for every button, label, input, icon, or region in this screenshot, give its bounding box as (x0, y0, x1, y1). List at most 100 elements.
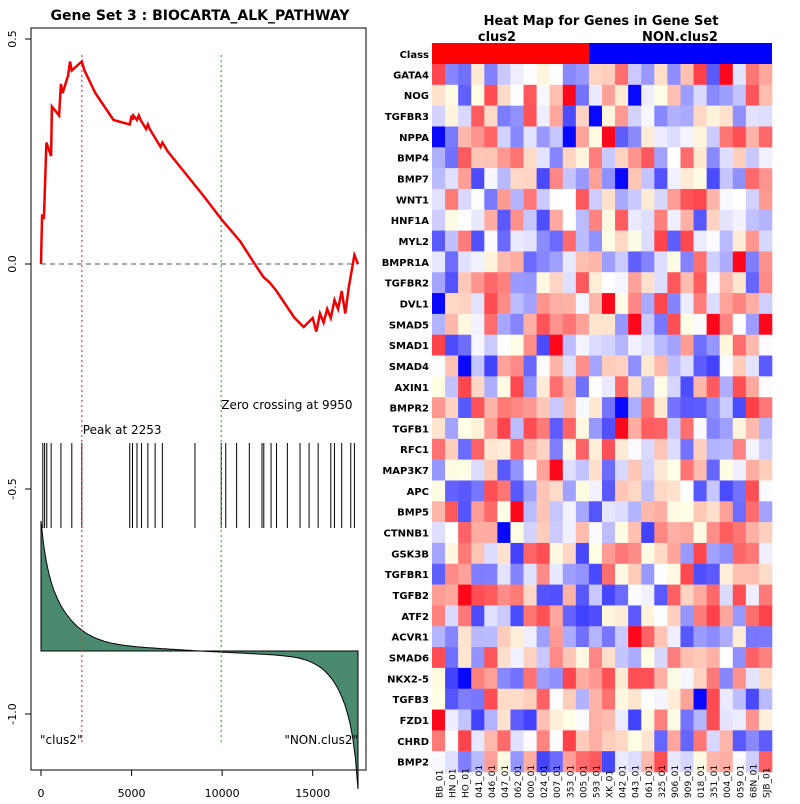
gene-label: RFC1 (400, 445, 429, 456)
heatmap-cell (641, 251, 655, 273)
heatmap-cell (445, 584, 459, 606)
heatmap-cell (575, 272, 590, 294)
sample-label: 061_01 (645, 765, 655, 798)
heatmap-cell (523, 397, 537, 419)
heatmap-cell (471, 355, 485, 377)
heatmap-cell (654, 334, 668, 356)
heatmap-cell (471, 522, 485, 544)
heatmap-cell (628, 438, 642, 460)
heatmap-cell (745, 751, 760, 773)
heatmap-cell (680, 563, 694, 585)
heatmap-cell (628, 272, 642, 294)
heatmap-cell (445, 313, 459, 335)
heatmap-cell (432, 105, 446, 127)
heatmap-cell (510, 147, 524, 169)
heatmap-cell (745, 334, 760, 356)
heatmap-cell (445, 626, 459, 648)
heatmap-cell (615, 459, 629, 481)
heatmap-cell (615, 647, 629, 669)
heatmap-cell (654, 355, 668, 377)
heatmap-cell (732, 126, 747, 148)
heatmap-cell (471, 751, 485, 773)
heatmap-cell (484, 730, 498, 752)
heatmap-cell (758, 168, 773, 190)
heatmap-cell (680, 542, 694, 565)
heatmap-cell (523, 84, 537, 106)
enrichment-plot-title: Gene Set 3 : BIOCARTA_ALK_PATHWAY (51, 8, 351, 24)
gene-label: CTNNB1 (384, 529, 430, 540)
heatmap-cell (641, 418, 655, 440)
heatmap-cell (562, 688, 577, 710)
heatmap-cell (484, 667, 498, 689)
heatmap-cell (654, 230, 668, 252)
heatmap-cell (693, 188, 707, 211)
heatmap-cell (432, 709, 446, 731)
heatmap-cell (458, 168, 472, 190)
heatmap-cell (484, 480, 498, 502)
heatmap-cell (484, 501, 498, 523)
heatmap-cell (497, 209, 511, 231)
heatmap-cell (654, 168, 668, 190)
heatmap-cell (523, 418, 537, 440)
heatmap-cell (602, 563, 616, 585)
heatmap-cell (745, 459, 760, 481)
heatmap-cell (497, 230, 511, 252)
heatmap-cell (654, 84, 668, 106)
heatmap-cell (562, 501, 577, 523)
heatmap-cell (562, 147, 577, 169)
sample-label: 043_01 (632, 765, 642, 798)
heatmap-cell (758, 84, 773, 106)
heatmap-cell (615, 84, 629, 106)
heatmap-cell (471, 730, 485, 752)
heatmap-cell (641, 688, 655, 710)
heatmap-cell (758, 105, 773, 127)
gene-label: MYL2 (398, 237, 429, 248)
heatmap-cell (471, 376, 485, 398)
heatmap-cell (732, 605, 747, 627)
heatmap-cell (497, 522, 511, 544)
heatmap-cell (510, 64, 524, 86)
heatmap-cell (458, 418, 472, 440)
heatmap-cell (497, 667, 511, 689)
heatmap-cell (615, 563, 629, 585)
heatmap-cell (484, 168, 498, 190)
heatmap-cell (510, 334, 524, 356)
heatmap-cell (536, 501, 550, 523)
heatmap-cell (693, 605, 707, 627)
heatmap-cell (484, 709, 498, 731)
heatmap-cell (575, 563, 590, 585)
heatmap-cell (458, 647, 472, 669)
heatmap-cell (471, 501, 485, 523)
sample-label: 042_01 (619, 765, 629, 798)
heatmap-cell (536, 209, 550, 231)
heatmap-cell (549, 751, 564, 773)
heatmap-cell (523, 313, 537, 335)
heatmap-cell (575, 188, 590, 211)
heatmap-cell (562, 313, 577, 335)
heatmap-cell (471, 397, 485, 419)
gene-label: CHRD (397, 737, 429, 748)
heatmap-cell (575, 293, 590, 315)
heatmap-cell (706, 501, 720, 523)
heatmap-cell (680, 147, 694, 169)
heatmap-cell (432, 272, 446, 294)
heatmap-cell (523, 501, 537, 523)
gene-label: SMAD1 (389, 341, 429, 352)
heatmap-cell (562, 459, 577, 481)
heatmap-cell (497, 272, 511, 294)
heatmap-cell (615, 626, 629, 648)
heatmap-cell (484, 64, 498, 86)
heatmap-cell (758, 459, 773, 481)
heatmap-cell (706, 480, 720, 502)
heatmap-cell (602, 105, 616, 127)
heatmap-cell (745, 542, 760, 565)
heatmap-cell (484, 272, 498, 294)
heatmap-cell (615, 293, 629, 315)
heatmap-cell (719, 355, 734, 377)
plot-frame (30, 27, 367, 771)
heatmap-cell (484, 105, 498, 127)
heatmap-cell (602, 418, 616, 440)
heatmap-cell (497, 84, 511, 106)
heatmap-cell (510, 563, 524, 585)
heatmap-cell (523, 230, 537, 252)
